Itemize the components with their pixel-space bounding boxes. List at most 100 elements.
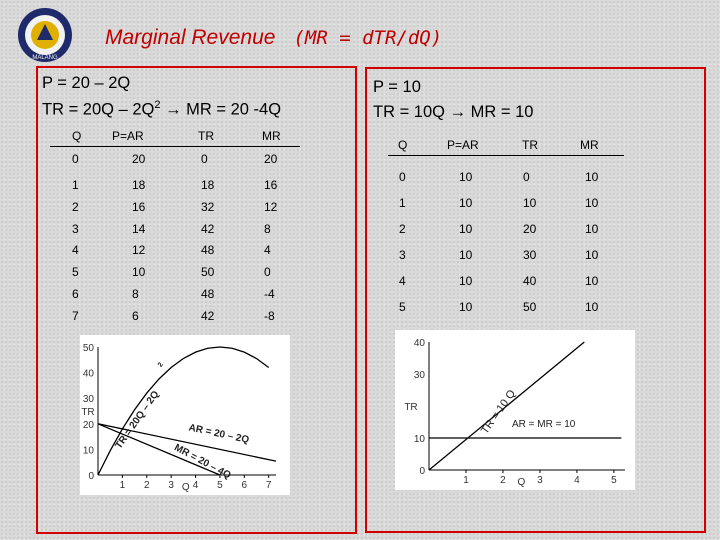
right-table-cell-4-1: 10: [459, 274, 473, 288]
right-panel: [365, 67, 706, 533]
left-table-cell-5-1: 10: [132, 265, 146, 279]
right-table-cell-3-3: 10: [585, 248, 599, 262]
right-table-cell-4-3: 10: [585, 274, 599, 288]
left-table-cell-5-2: 50: [201, 265, 215, 279]
left-table-cell-2-3: 12: [264, 200, 278, 214]
left-table-cell-2-0: 2: [72, 200, 79, 214]
left-table-header-rule: [50, 146, 300, 147]
left-table-cell-7-0: 7: [72, 309, 79, 323]
right-table-header-0: Q: [398, 138, 408, 152]
right-table-cell-3-0: 3: [399, 248, 406, 262]
left-table-cell-6-0: 6: [72, 287, 79, 301]
right-demand-eq: P = 10: [373, 78, 421, 96]
left-table-cell-6-2: 48: [201, 287, 215, 301]
left-y-tick-10: 10: [83, 445, 95, 456]
right-table-cell-0-3: 10: [585, 170, 599, 184]
right-y-label: TR: [404, 402, 417, 413]
right-table-cell-2-0: 2: [399, 222, 406, 236]
left-table-cell-5-0: 5: [72, 265, 79, 279]
left-table-cell-4-0: 4: [72, 243, 79, 257]
right-table-cell-5-3: 10: [585, 300, 599, 314]
left-y-tick-40: 40: [83, 369, 95, 380]
right-y-tick-40: 40: [414, 338, 426, 349]
left-table-cell-6-1: 8: [132, 287, 139, 301]
left-table-cell-1-0: 1: [72, 178, 79, 192]
left-y-tick-20: 20: [83, 420, 95, 431]
left-mr-line: [97, 423, 221, 476]
slide-title: Marginal Revenue (MR = dTR/dQ): [105, 26, 442, 50]
left-demand-eq: P = 20 – 2Q: [42, 74, 131, 92]
left-table-cell-4-2: 48: [201, 243, 215, 257]
university-logo: MALANG: [18, 8, 72, 62]
left-x-tick-5: 5: [217, 480, 223, 491]
left-table-cell-0-1: 20: [132, 152, 146, 166]
right-table-cell-5-2: 50: [523, 300, 537, 314]
right-table-header-3: MR: [580, 138, 599, 152]
left-panel: [36, 66, 357, 534]
right-y-tick-10: 10: [414, 434, 426, 445]
right-table-cell-1-0: 1: [399, 196, 406, 210]
left-table-cell-3-1: 14: [132, 222, 146, 236]
title-formula-text: (MR = dTR/dQ): [293, 27, 443, 49]
right-table-header-rule: [388, 155, 624, 156]
left-table-cell-7-1: 6: [132, 309, 139, 323]
left-x-tick-4: 4: [193, 480, 199, 491]
left-tr-eq-a: TR = 20Q – 2Q: [42, 100, 155, 119]
left-table-cell-2-2: 32: [201, 200, 215, 214]
left-table-cell-0-0: 0: [72, 152, 79, 166]
right-chart-bg: [395, 330, 635, 490]
left-ar-line: [97, 423, 277, 462]
left-x-tick-6: 6: [242, 480, 248, 491]
right-table-cell-1-3: 10: [585, 196, 599, 210]
right-table-cell-4-2: 40: [523, 274, 537, 288]
left-table-cell-2-1: 16: [132, 200, 146, 214]
title-formula: (MR = dTR/dQ): [293, 27, 442, 49]
right-table-header-1: P=AR: [447, 138, 479, 152]
left-x-label: Q: [182, 482, 190, 493]
left-y-tick-0: 0: [88, 471, 94, 482]
left-tr-eq: TR = 20Q – 2Q2 → MR = 20 -4Q: [42, 99, 281, 120]
left-x-tick-1: 1: [120, 480, 126, 491]
left-table-header-3: MR: [262, 129, 281, 143]
left-chart-bg: [80, 335, 290, 495]
left-table-cell-0-2: 0: [201, 152, 208, 166]
left-table-cell-6-3: -4: [264, 287, 275, 301]
left-table-header-1: P=AR: [112, 129, 144, 143]
right-table-cell-2-2: 20: [523, 222, 537, 236]
right-x-tick-3: 3: [537, 475, 543, 486]
right-table-cell-0-1: 10: [459, 170, 473, 184]
title-main: Marginal Revenue: [105, 26, 276, 49]
right-table-cell-1-2: 10: [523, 196, 537, 210]
right-table-cell-3-2: 30: [523, 248, 537, 262]
right-table-cell-5-0: 5: [399, 300, 406, 314]
left-tr-curve: [97, 346, 270, 476]
left-x-tick-7: 7: [266, 480, 272, 491]
left-table-cell-7-3: -8: [264, 309, 275, 323]
logo-text: MALANG: [32, 55, 58, 61]
left-table-cell-7-2: 42: [201, 309, 215, 323]
left-y-label: TR: [81, 407, 94, 418]
left-table-cell-1-3: 16: [264, 178, 278, 192]
left-table-cell-3-3: 8: [264, 222, 271, 236]
right-table-cell-3-1: 10: [459, 248, 473, 262]
right-tr-line: [428, 341, 585, 471]
right-table-cell-0-0: 0: [399, 170, 406, 184]
right-x-label: Q: [518, 477, 526, 488]
right-x-tick-5: 5: [611, 475, 617, 486]
left-tr-annotation-sup: 2: [157, 361, 165, 368]
left-table-cell-3-0: 3: [72, 222, 79, 236]
left-y-tick-50: 50: [83, 343, 95, 354]
right-table-cell-4-0: 4: [399, 274, 406, 288]
left-table-cell-3-2: 42: [201, 222, 215, 236]
right-tr-eq: TR = 10Q → MR = 10: [373, 103, 534, 121]
left-tr-eq-b: → MR = 20 -4Q: [165, 100, 282, 119]
left-table-header-2: TR: [198, 129, 214, 143]
left-y-tick-30: 30: [83, 394, 95, 405]
left-x-tick-3: 3: [168, 480, 174, 491]
left-table-cell-1-1: 18: [132, 178, 146, 192]
right-x-tick-2: 2: [500, 475, 506, 486]
right-table-cell-2-1: 10: [459, 222, 473, 236]
left-x-tick-2: 2: [144, 480, 150, 491]
